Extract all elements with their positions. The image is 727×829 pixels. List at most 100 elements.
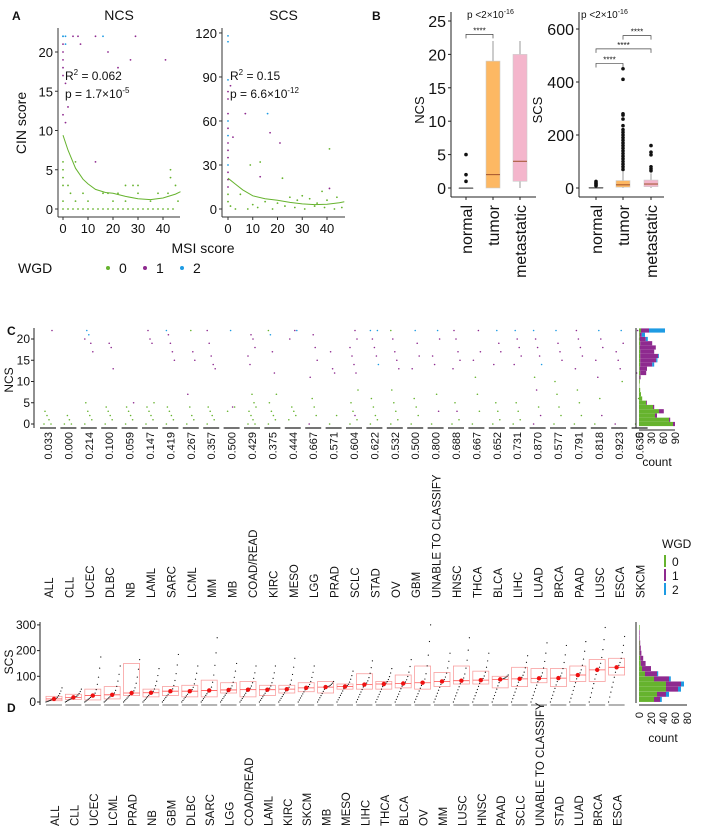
- data-point: [149, 200, 152, 203]
- data-point: [170, 414, 173, 417]
- data-point: [227, 98, 229, 100]
- panel-d: D SCS 0 100 200 300 ALL CLL UCEC LCML PRAD NB GBM DLB…: [2, 618, 626, 826]
- data-point: [271, 682, 273, 684]
- histogram-bar-wgd-1: [640, 362, 653, 367]
- data-point: [474, 695, 476, 697]
- data-point: [514, 329, 516, 332]
- data-point: [497, 410, 499, 413]
- data-point: [371, 338, 374, 340]
- y-tick-label: 20: [17, 332, 31, 346]
- data-point: [288, 196, 291, 199]
- data-point: [580, 669, 582, 671]
- data-point: [105, 699, 108, 701]
- data-point: [227, 40, 229, 43]
- data-point: [406, 679, 408, 681]
- wgd-fraction-label: 0.667: [471, 432, 483, 460]
- outlier-point: [621, 162, 625, 166]
- data-point: [299, 697, 302, 699]
- data-point: [186, 423, 188, 425]
- data-point: [550, 697, 553, 700]
- category-thca: 0.667 THCA: [468, 329, 485, 598]
- data-point: [187, 393, 189, 396]
- data-point: [549, 701, 552, 703]
- data-point: [177, 200, 179, 203]
- data-point: [261, 697, 263, 700]
- data-point: [232, 136, 234, 139]
- wgd-fraction-label: 0.652: [492, 432, 504, 460]
- y-tick-label: 600: [547, 22, 574, 39]
- data-point: [62, 74, 64, 77]
- data-point: [602, 649, 604, 651]
- data-point: [227, 127, 229, 130]
- data-point: [455, 695, 457, 697]
- data-point: [376, 418, 379, 421]
- data-point: [312, 671, 314, 673]
- data-point: [227, 90, 229, 93]
- data-point: [62, 176, 64, 179]
- histogram-bar-wgd-2: [681, 681, 684, 687]
- data-point: [281, 695, 283, 698]
- data-point: [311, 397, 314, 400]
- histogram-bar-wgd-1: [673, 421, 675, 427]
- significance-stars: ****: [631, 28, 643, 37]
- median-dot: [575, 672, 580, 678]
- wgd-fraction-label: 0.419: [165, 432, 177, 460]
- data-point: [540, 363, 543, 366]
- data-point: [418, 355, 421, 357]
- panel-label-a: A: [12, 9, 21, 23]
- data-point: [517, 410, 519, 413]
- median-dot: [168, 689, 173, 694]
- data-point: [483, 675, 485, 677]
- data-point: [62, 35, 64, 38]
- data-point: [107, 208, 109, 210]
- data-point: [70, 698, 72, 700]
- data-point: [556, 680, 558, 683]
- data-point: [340, 692, 343, 694]
- data-point: [321, 692, 323, 695]
- category-esca: 0.923 ESCA: [611, 329, 628, 598]
- outlier-point: [621, 127, 625, 132]
- data-point: [87, 208, 89, 210]
- histogram-bar-wgd-1: [641, 328, 649, 333]
- data-point: [275, 393, 278, 396]
- category-ucec: UCEC: [84, 656, 102, 826]
- data-point: [313, 665, 315, 667]
- data-point: [351, 674, 353, 677]
- data-point: [557, 342, 559, 345]
- histogram-bar-wgd-0: [639, 387, 641, 393]
- histogram-bar-wgd-1: [657, 691, 666, 697]
- iqr-box: [550, 668, 567, 687]
- data-point: [50, 423, 52, 425]
- y-tick-label: 25: [428, 14, 446, 31]
- data-point: [609, 696, 611, 698]
- category-label: UNABLE TO CLASSIFY: [535, 702, 547, 826]
- iqr-box: [491, 675, 509, 689]
- category-label: PAAD: [574, 568, 586, 598]
- data-point: [338, 696, 340, 699]
- data-point: [427, 654, 429, 656]
- iqr-box: [84, 688, 102, 701]
- data-point: [459, 683, 461, 685]
- significance-bracket: [622, 35, 652, 40]
- data-point: [168, 410, 171, 413]
- data-point: [110, 346, 112, 349]
- data-point: [274, 665, 276, 667]
- y-axis-label: SCS: [2, 650, 16, 675]
- histogram-bar-wgd-1: [666, 686, 678, 692]
- data-point: [373, 346, 376, 349]
- histogram-bar-wgd-0: [639, 640, 640, 646]
- category-mb: MB: [317, 680, 335, 826]
- data-point: [545, 652, 547, 654]
- data-point: [370, 397, 373, 400]
- data-point: [409, 665, 411, 668]
- wgd-fraction-label: 0.033: [43, 432, 55, 460]
- histogram-bar-wgd-1: [669, 417, 671, 422]
- data-point: [252, 338, 254, 340]
- data-point: [214, 664, 216, 666]
- data-point: [112, 200, 114, 203]
- data-point: [374, 414, 377, 417]
- category-label: PAAD: [496, 796, 508, 826]
- data-point: [474, 376, 477, 379]
- wgd-fraction-label: 0.500: [410, 432, 422, 460]
- x-tick-label-normal: normal: [459, 205, 476, 254]
